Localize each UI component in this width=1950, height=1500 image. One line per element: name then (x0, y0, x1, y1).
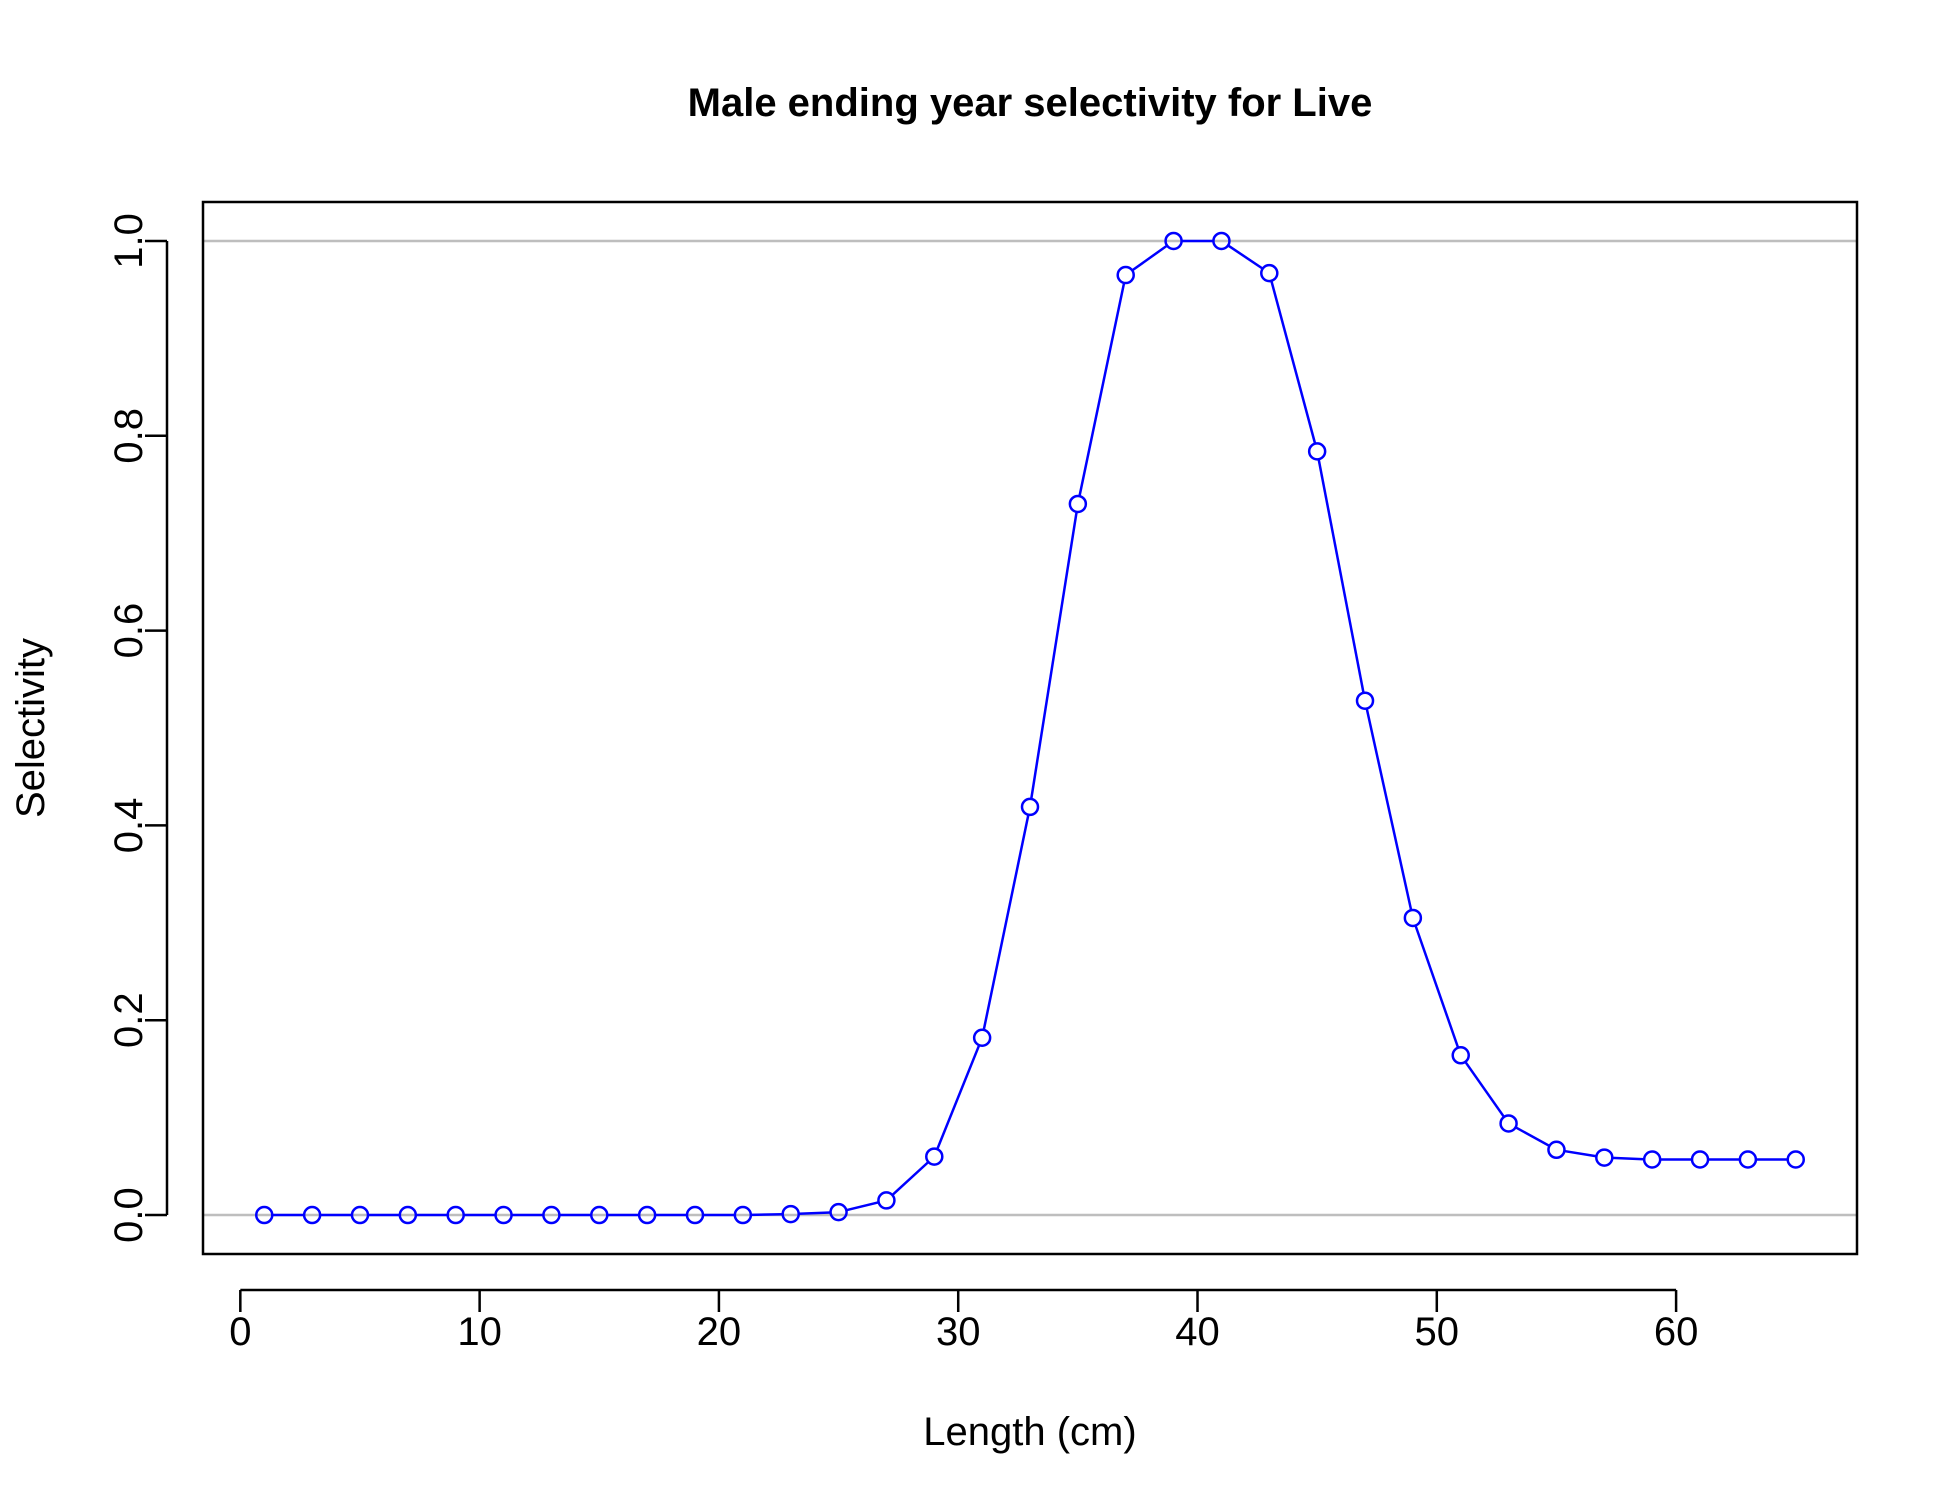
series-0-point-19 (1164, 231, 1183, 251)
y-tick-label-4: 0.8 (107, 408, 151, 464)
series-0-segment-17 (1078, 282, 1126, 497)
x-tick-label-4: 40 (1175, 1310, 1220, 1354)
y-tick-label-0: 0.0 (107, 1187, 151, 1243)
series-0-point-31 (1738, 1150, 1758, 1169)
series-0-segment-20 (1227, 244, 1264, 270)
reference-lines (203, 239, 1857, 1217)
x-tick-label-5: 50 (1415, 1310, 1460, 1354)
series-0-segment-28 (1612, 1156, 1645, 1161)
series-0-point-11 (781, 1204, 800, 1224)
series-0-point-9 (685, 1205, 705, 1225)
x-tick-label-6: 60 (1654, 1310, 1699, 1354)
series-0-point-32 (1786, 1150, 1805, 1169)
y-axis-label: Selectivity (9, 638, 53, 818)
series-0-segment-24 (1414, 925, 1460, 1049)
series-0-point-21 (1260, 263, 1279, 283)
series-0-segment-18 (1131, 244, 1168, 272)
series-0-segment-26 (1514, 1126, 1551, 1148)
series-0-point-27 (1547, 1140, 1566, 1160)
series-0-segment-11 (798, 1211, 831, 1215)
chart-title: Male ending year selectivity for Live (688, 81, 1373, 125)
y-tick-label-3: 0.6 (107, 603, 151, 659)
x-axis-label: Length (cm) (923, 1410, 1136, 1454)
series-0-point-14 (925, 1147, 944, 1166)
series-0-point-16 (1020, 797, 1040, 817)
series-0-point-10 (733, 1205, 753, 1225)
series-0-point-2 (350, 1205, 370, 1225)
series-0-segment-16 (1030, 511, 1078, 800)
series-0-segment-23 (1365, 708, 1413, 911)
x-tick-label-2: 20 (697, 1310, 742, 1354)
y-tick-label-2: 0.4 (107, 798, 151, 854)
series-0-point-1 (302, 1205, 322, 1225)
y-axis: 0.0 0.2 0.4 0.6 0.8 1.0 (107, 213, 169, 1243)
series-0-point-4 (446, 1205, 465, 1225)
series-0-point-7 (590, 1205, 609, 1225)
y-tick-label-5: 1.0 (107, 213, 151, 269)
series-0-point-25 (1451, 1046, 1470, 1065)
series-0-point-29 (1642, 1150, 1662, 1169)
series-0-point-18 (1116, 265, 1135, 285)
series-0-segment-22 (1317, 458, 1365, 694)
x-tick-label-3: 30 (936, 1310, 981, 1354)
series-0-point-17 (1068, 494, 1088, 514)
series-0-point-12 (829, 1202, 848, 1222)
series-0-point-6 (542, 1205, 561, 1225)
series (255, 231, 1805, 1225)
series-0-point-23 (1355, 691, 1375, 710)
x-axis: 0 10 20 30 40 50 60 (229, 1288, 1699, 1354)
plot-frame (201, 200, 1859, 1256)
series-0-point-22 (1307, 442, 1327, 461)
series-0-point-3 (398, 1205, 418, 1225)
series-0-segment-12 (846, 1201, 879, 1212)
series-0-segment-13 (891, 1161, 930, 1196)
series-0-segment-10 (750, 1212, 783, 1217)
x-tick-label-1: 10 (457, 1310, 502, 1354)
series-0-segment-21 (1270, 280, 1317, 444)
series-0-segment-25 (1464, 1061, 1506, 1118)
series-0-point-20 (1212, 231, 1231, 251)
series-0-segment-15 (982, 814, 1030, 1031)
series-0-segment-14 (936, 1044, 981, 1150)
series-0-point-13 (877, 1191, 896, 1210)
series-0-point-26 (1499, 1114, 1518, 1133)
series-0-segment-27 (1564, 1149, 1597, 1158)
series-0-point-8 (637, 1205, 657, 1225)
series-0-point-30 (1690, 1150, 1710, 1169)
series-0-point-15 (972, 1028, 992, 1048)
series-0-point-5 (494, 1205, 513, 1225)
series-0-point-24 (1403, 908, 1423, 928)
x-tick-label-0: 0 (229, 1310, 251, 1354)
series-0-point-0 (255, 1205, 274, 1225)
y-tick-label-1: 0.2 (107, 992, 151, 1048)
series-0-point-28 (1595, 1148, 1614, 1167)
